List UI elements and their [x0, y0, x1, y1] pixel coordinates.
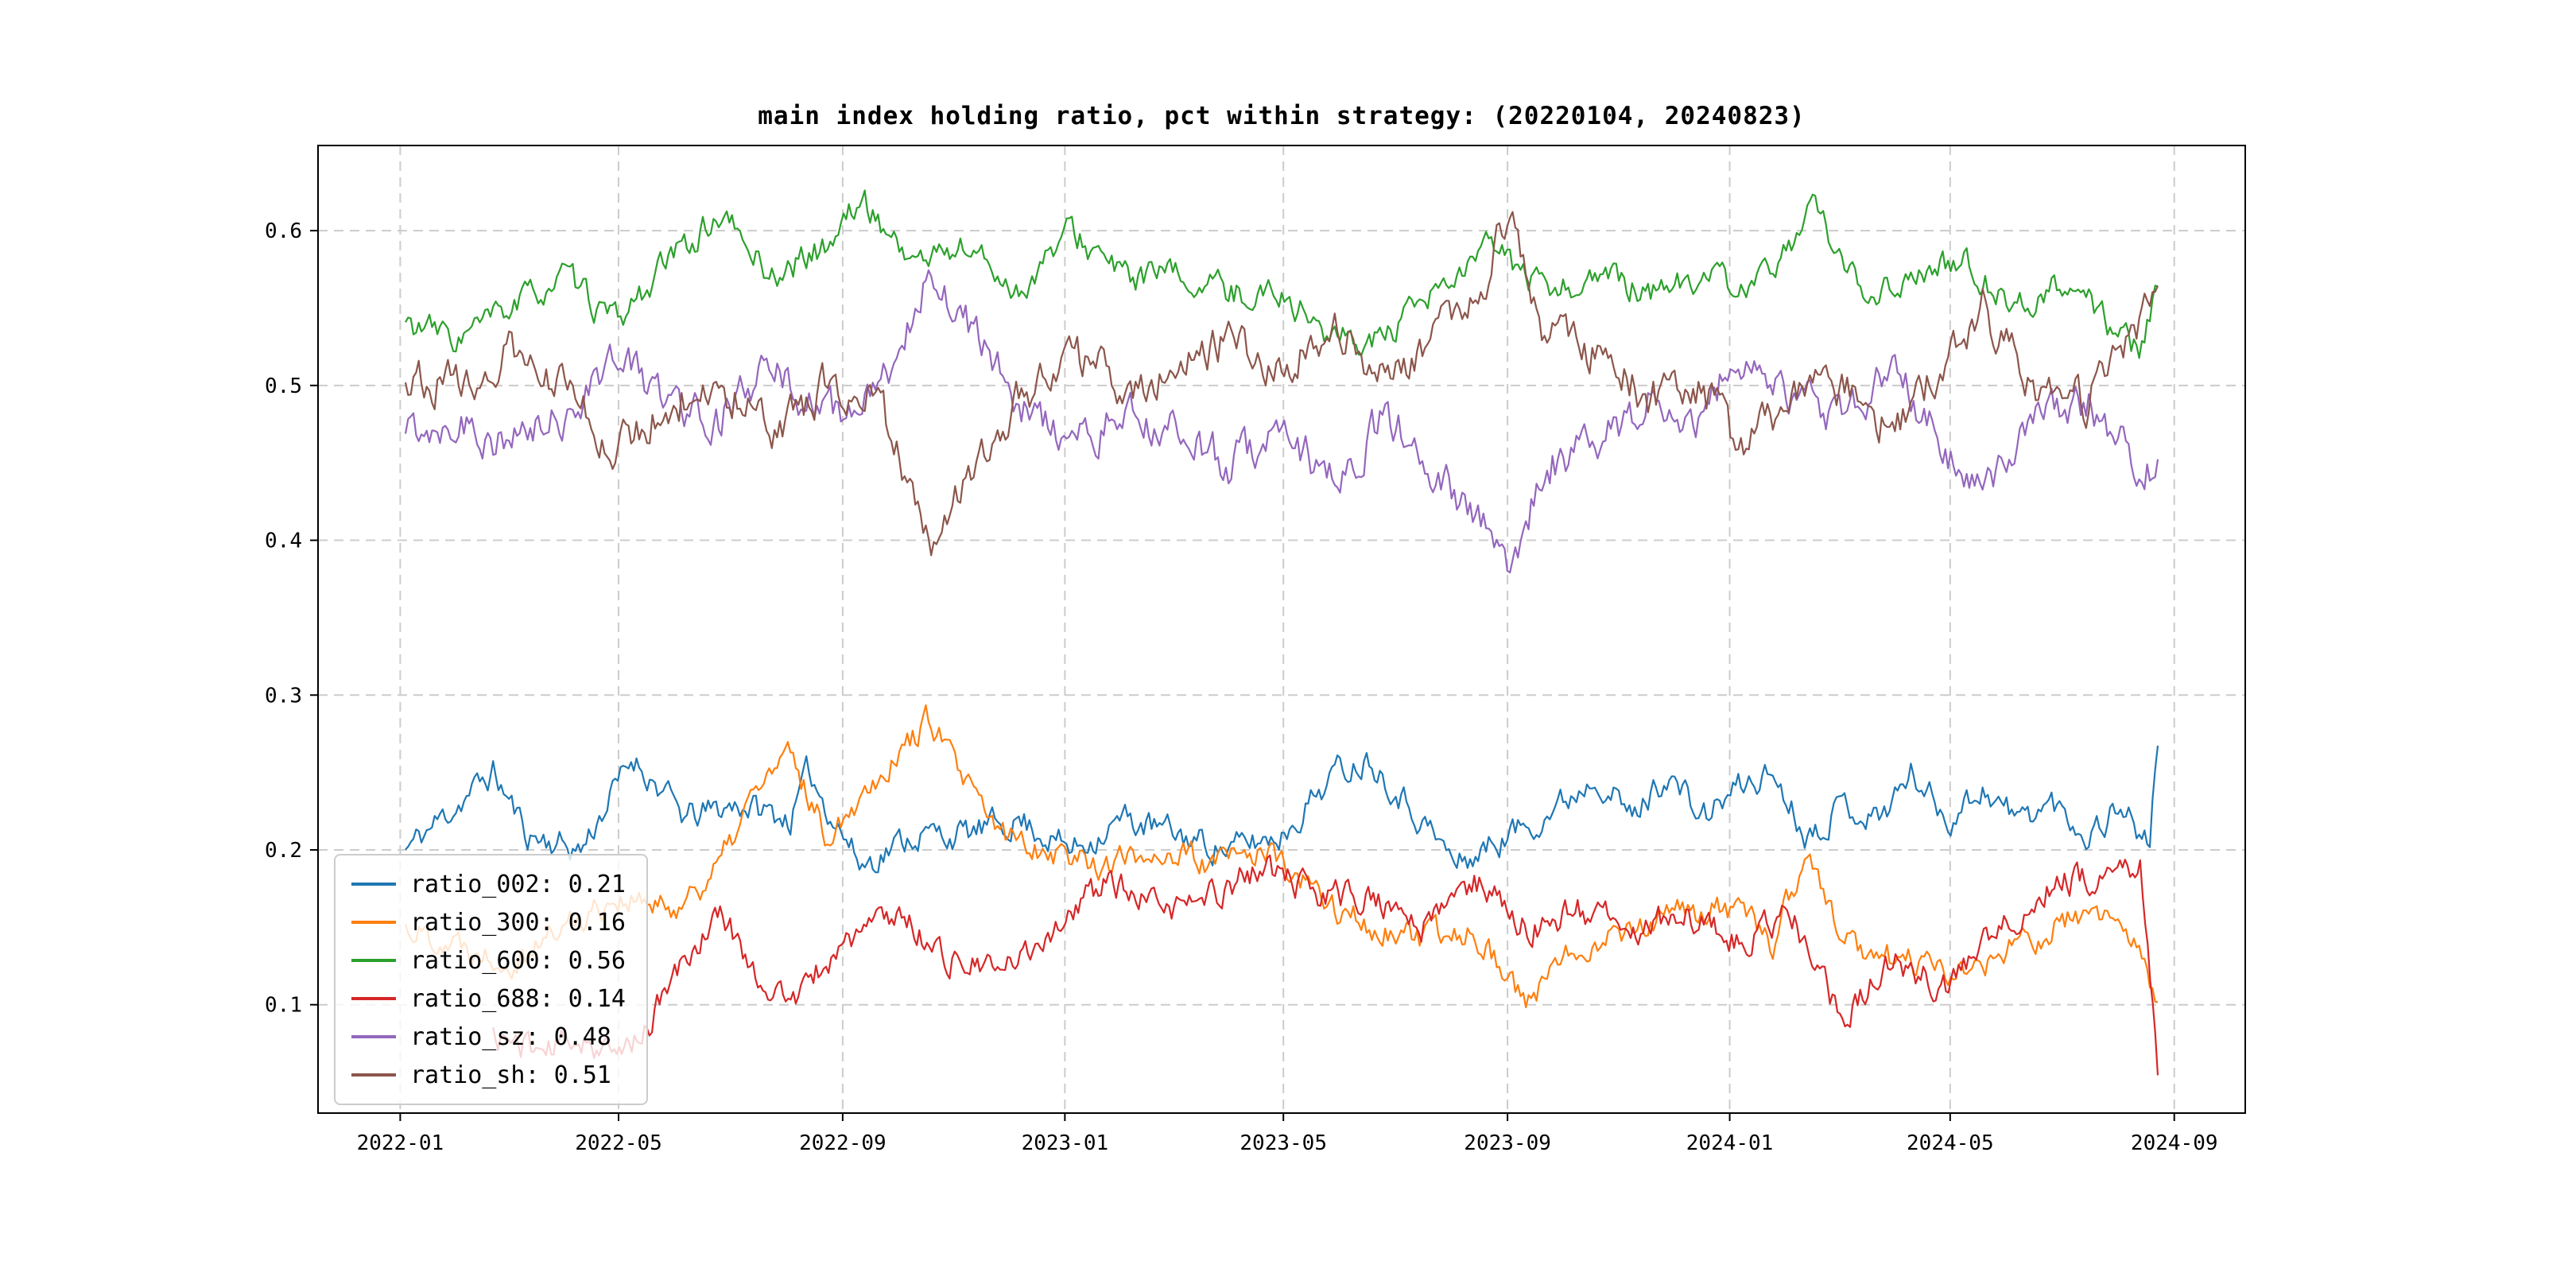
legend-line-sample-ratio_600: [351, 959, 396, 962]
legend-line-sample-ratio_002: [351, 883, 396, 886]
gridlines: [318, 145, 2245, 1113]
series-line-ratio_600: [405, 189, 2159, 359]
legend-entry-ratio_300: ratio_300: 0.16: [351, 903, 626, 941]
x-tick-label: 2023-09: [1464, 1131, 1551, 1155]
x-tick-label: 2022-01: [357, 1131, 444, 1155]
legend-label-ratio_sz: ratio_sz: 0.48: [410, 1022, 611, 1051]
y-tick-label: 0.5: [265, 374, 302, 398]
legend-entry-ratio_600: ratio_600: 0.56: [351, 941, 626, 980]
x-tick-label: 2022-05: [575, 1131, 662, 1155]
series-line-ratio_300: [404, 704, 2159, 1009]
chart-legend: ratio_002: 0.21 ratio_300: 0.16 ratio_600:…: [334, 854, 648, 1105]
legend-line-sample-ratio_300: [351, 921, 396, 924]
y-tick-label: 0.4: [265, 530, 302, 553]
x-tick-label: 2024-01: [1686, 1131, 1774, 1155]
legend-entry-ratio_sh: ratio_sh: 0.51: [351, 1056, 626, 1094]
legend-label-ratio_sh: ratio_sh: 0.51: [410, 1061, 611, 1089]
legend-label-ratio_600: ratio_600: 0.56: [410, 946, 626, 975]
legend-entry-ratio_sz: ratio_sz: 0.48: [351, 1018, 626, 1056]
legend-label-ratio_688: ratio_688: 0.14: [410, 984, 626, 1013]
legend-entry-ratio_688: ratio_688: 0.14: [351, 980, 626, 1018]
x-tick-label: 2024-05: [1907, 1131, 1994, 1155]
x-tick-label: 2024-09: [2131, 1131, 2218, 1155]
series-line-ratio_688: [492, 854, 2159, 1076]
y-tick-label: 0.1: [265, 994, 302, 1018]
legend-entry-ratio_002: ratio_002: 0.21: [351, 865, 626, 903]
y-tick-label: 0.2: [265, 839, 302, 863]
legend-label-ratio_300: ratio_300: 0.16: [410, 908, 626, 937]
series-line-ratio_002: [405, 745, 2159, 874]
x-tick-label: 2022-09: [799, 1131, 886, 1155]
y-tick-label: 0.3: [265, 684, 302, 708]
series-line-ratio_sh: [404, 211, 2159, 557]
y-tick-label: 0.6: [265, 219, 302, 243]
x-tick-label: 2023-05: [1240, 1131, 1327, 1155]
legend-line-sample-ratio_sz: [351, 1035, 396, 1038]
legend-label-ratio_002: ratio_002: 0.21: [410, 870, 626, 898]
x-tick-label: 2023-01: [1022, 1131, 1109, 1155]
axes-spines: [317, 145, 2246, 1114]
series-lines: [404, 189, 2159, 1076]
x-axis: 2022-01 2022-05 2022-09 2023-01 2023-05 2023-…: [357, 1113, 2218, 1155]
legend-line-sample-ratio_sh: [351, 1073, 396, 1077]
y-axis: 0.1 0.2 0.3 0.4 0.5 0.6: [265, 219, 318, 1018]
legend-line-sample-ratio_688: [351, 997, 396, 1000]
chart-title: main index holding ratio, pct within str…: [758, 102, 1806, 130]
